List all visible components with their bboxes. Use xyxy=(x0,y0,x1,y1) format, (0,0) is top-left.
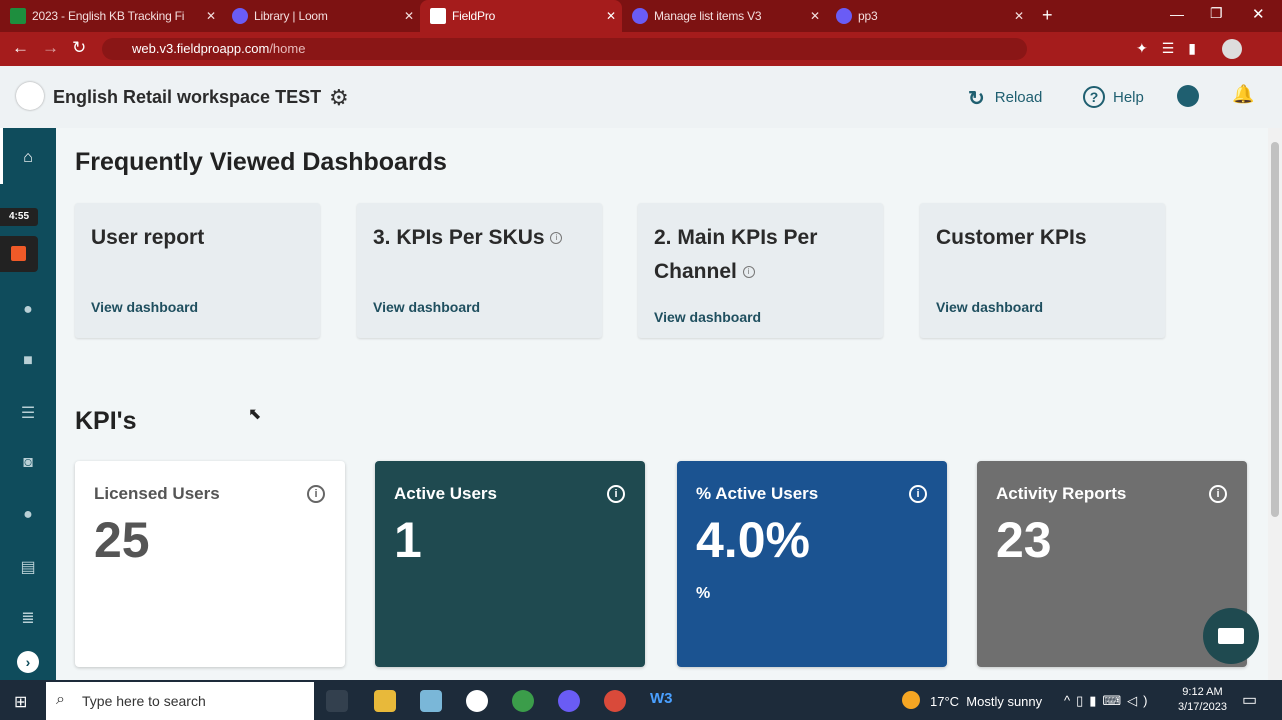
view-dashboard-link[interactable]: View dashboard xyxy=(373,299,481,315)
windows-start-icon[interactable]: ⊞ xyxy=(14,694,28,711)
stop-icon xyxy=(11,246,26,261)
reload-button[interactable]: ↻ Reload xyxy=(968,88,1043,110)
minimize-button[interactable]: — xyxy=(1170,6,1184,22)
tab-loom[interactable]: Library | Loom ✕ xyxy=(222,0,420,32)
kpis-heading: KPI's xyxy=(75,407,137,435)
close-tab-icon[interactable]: ✕ xyxy=(605,9,616,23)
sidebar: ⌂ 4:55 ● ■ ☰ ◙ ● ▤ ≣ › xyxy=(0,128,56,680)
task-view-icon[interactable] xyxy=(326,690,348,712)
new-tab-button[interactable]: + xyxy=(1042,5,1053,25)
tab-pp3[interactable]: pp3 ✕ xyxy=(826,0,1030,32)
browser-tab-bar: 2023 - English KB Tracking Fi ✕ Library |… xyxy=(0,0,1282,32)
app-header xyxy=(0,66,1282,128)
kpi-card-active-users: Active Users i 1 xyxy=(375,461,645,667)
sidebar-clipboard-icon[interactable]: ▤ xyxy=(20,559,36,576)
fieldpro-icon xyxy=(430,8,446,24)
dashboard-card[interactable]: 2. Main KPIs Per Channel i View dashboard xyxy=(638,203,883,338)
app-icon[interactable] xyxy=(420,690,442,712)
sidebar-camera-icon[interactable]: ◙ xyxy=(23,454,33,471)
sidebar-location-icon[interactable]: ● xyxy=(23,506,33,523)
scrollbar[interactable] xyxy=(1268,128,1282,680)
tab-kb-tracking[interactable]: 2023 - English KB Tracking Fi ✕ xyxy=(0,0,222,32)
extensions-icons[interactable]: ✦☰▮ xyxy=(1136,40,1210,56)
recording-timer: 4:55 xyxy=(0,208,38,226)
taskbar-search-input[interactable]: ⌕ Type here to search xyxy=(46,682,314,720)
restore-button[interactable]: ❐ xyxy=(1210,5,1223,21)
reload-icon: ↻ xyxy=(968,88,985,110)
loom-icon xyxy=(232,8,248,24)
account-icon[interactable] xyxy=(1177,85,1199,107)
sidebar-briefcase-icon[interactable]: ■ xyxy=(23,352,33,369)
expand-sidebar-button[interactable]: › xyxy=(17,651,39,673)
dashboards-heading: Frequently Viewed Dashboards xyxy=(75,148,447,176)
loom-icon[interactable] xyxy=(558,690,580,712)
weather-text[interactable]: 17°C Mostly sunny xyxy=(930,694,1043,709)
dashboard-card[interactable]: Customer KPIs View dashboard xyxy=(920,203,1165,338)
info-icon[interactable]: i xyxy=(607,485,625,503)
dashboard-card[interactable]: 3. KPIs Per SKUs i View dashboard xyxy=(357,203,602,338)
close-tab-icon[interactable]: ✕ xyxy=(809,9,820,23)
sidebar-teams-icon[interactable]: ● xyxy=(23,301,33,318)
sidebar-list-icon[interactable]: ☰ xyxy=(20,405,36,422)
url-input[interactable]: web.v3.fieldproapp.com/home xyxy=(102,38,1027,60)
clock[interactable]: 9:12 AM 3/17/2023 xyxy=(1178,686,1227,713)
app-w3-icon[interactable]: W3 xyxy=(650,690,673,707)
info-icon[interactable]: i xyxy=(307,485,325,503)
forward-icon[interactable]: → xyxy=(42,38,59,57)
kpi-unit: % xyxy=(696,585,711,602)
chat-icon xyxy=(1218,628,1244,644)
scrollbar-thumb[interactable] xyxy=(1271,142,1279,517)
kpi-card-percent-active-users: % Active Users i 4.0%% xyxy=(677,461,947,667)
info-icon[interactable]: i xyxy=(550,232,563,245)
slack-icon[interactable] xyxy=(466,690,488,712)
fieldpro-logo xyxy=(16,82,44,110)
file-explorer-icon[interactable] xyxy=(374,690,396,712)
system-tray-icons[interactable]: ^▯▮⌨◁) xyxy=(1064,693,1154,708)
info-icon[interactable]: i xyxy=(909,485,927,503)
weather-icon xyxy=(902,691,920,709)
loom-icon xyxy=(632,8,648,24)
chrome-icon[interactable] xyxy=(512,690,534,712)
view-dashboard-link[interactable]: View dashboard xyxy=(654,309,762,325)
sheets-icon xyxy=(10,8,26,24)
view-dashboard-link[interactable]: View dashboard xyxy=(936,299,1044,315)
close-tab-icon[interactable]: ✕ xyxy=(403,9,414,23)
help-button[interactable]: ? Help xyxy=(1083,86,1144,108)
close-window-button[interactable]: ✕ xyxy=(1252,6,1265,23)
close-tab-icon[interactable]: ✕ xyxy=(205,9,216,23)
notifications-bell-icon[interactable]: 🔔 xyxy=(1232,84,1255,104)
help-icon: ? xyxy=(1083,86,1105,108)
info-icon[interactable]: i xyxy=(1209,485,1227,503)
chrome-profile-icon[interactable] xyxy=(604,690,626,712)
stop-recording-button[interactable] xyxy=(0,236,38,272)
close-tab-icon[interactable]: ✕ xyxy=(1013,9,1024,23)
search-icon: ⌕ xyxy=(56,691,65,708)
info-icon[interactable]: i xyxy=(742,266,755,279)
refresh-icon[interactable]: ↻ xyxy=(72,38,87,57)
profile-avatar[interactable] xyxy=(1222,39,1242,59)
kpi-card-licensed-users: Licensed Users i 25 xyxy=(75,461,345,667)
workspace-title: English Retail workspace TEST xyxy=(53,87,322,107)
settings-gear-icon[interactable]: ⚙ xyxy=(329,85,349,110)
kpi-card-activity-reports: Activity Reports i 23 xyxy=(977,461,1247,667)
dashboard-card[interactable]: User report View dashboard xyxy=(75,203,320,338)
chat-button[interactable] xyxy=(1203,608,1259,664)
view-dashboard-link[interactable]: View dashboard xyxy=(91,299,199,315)
loom-icon xyxy=(836,8,852,24)
sidebar-table-icon[interactable]: ≣ xyxy=(21,610,35,627)
sidebar-home-icon[interactable]: ⌂ xyxy=(23,149,33,166)
mouse-cursor: ⬉ xyxy=(248,406,262,423)
notification-center-icon[interactable]: ▭ xyxy=(1242,692,1258,709)
tab-fieldpro[interactable]: FieldPro ✕ xyxy=(420,0,622,32)
tab-manage-list[interactable]: Manage list items V3 ✕ xyxy=(622,0,826,32)
back-icon[interactable]: ← xyxy=(12,38,29,57)
